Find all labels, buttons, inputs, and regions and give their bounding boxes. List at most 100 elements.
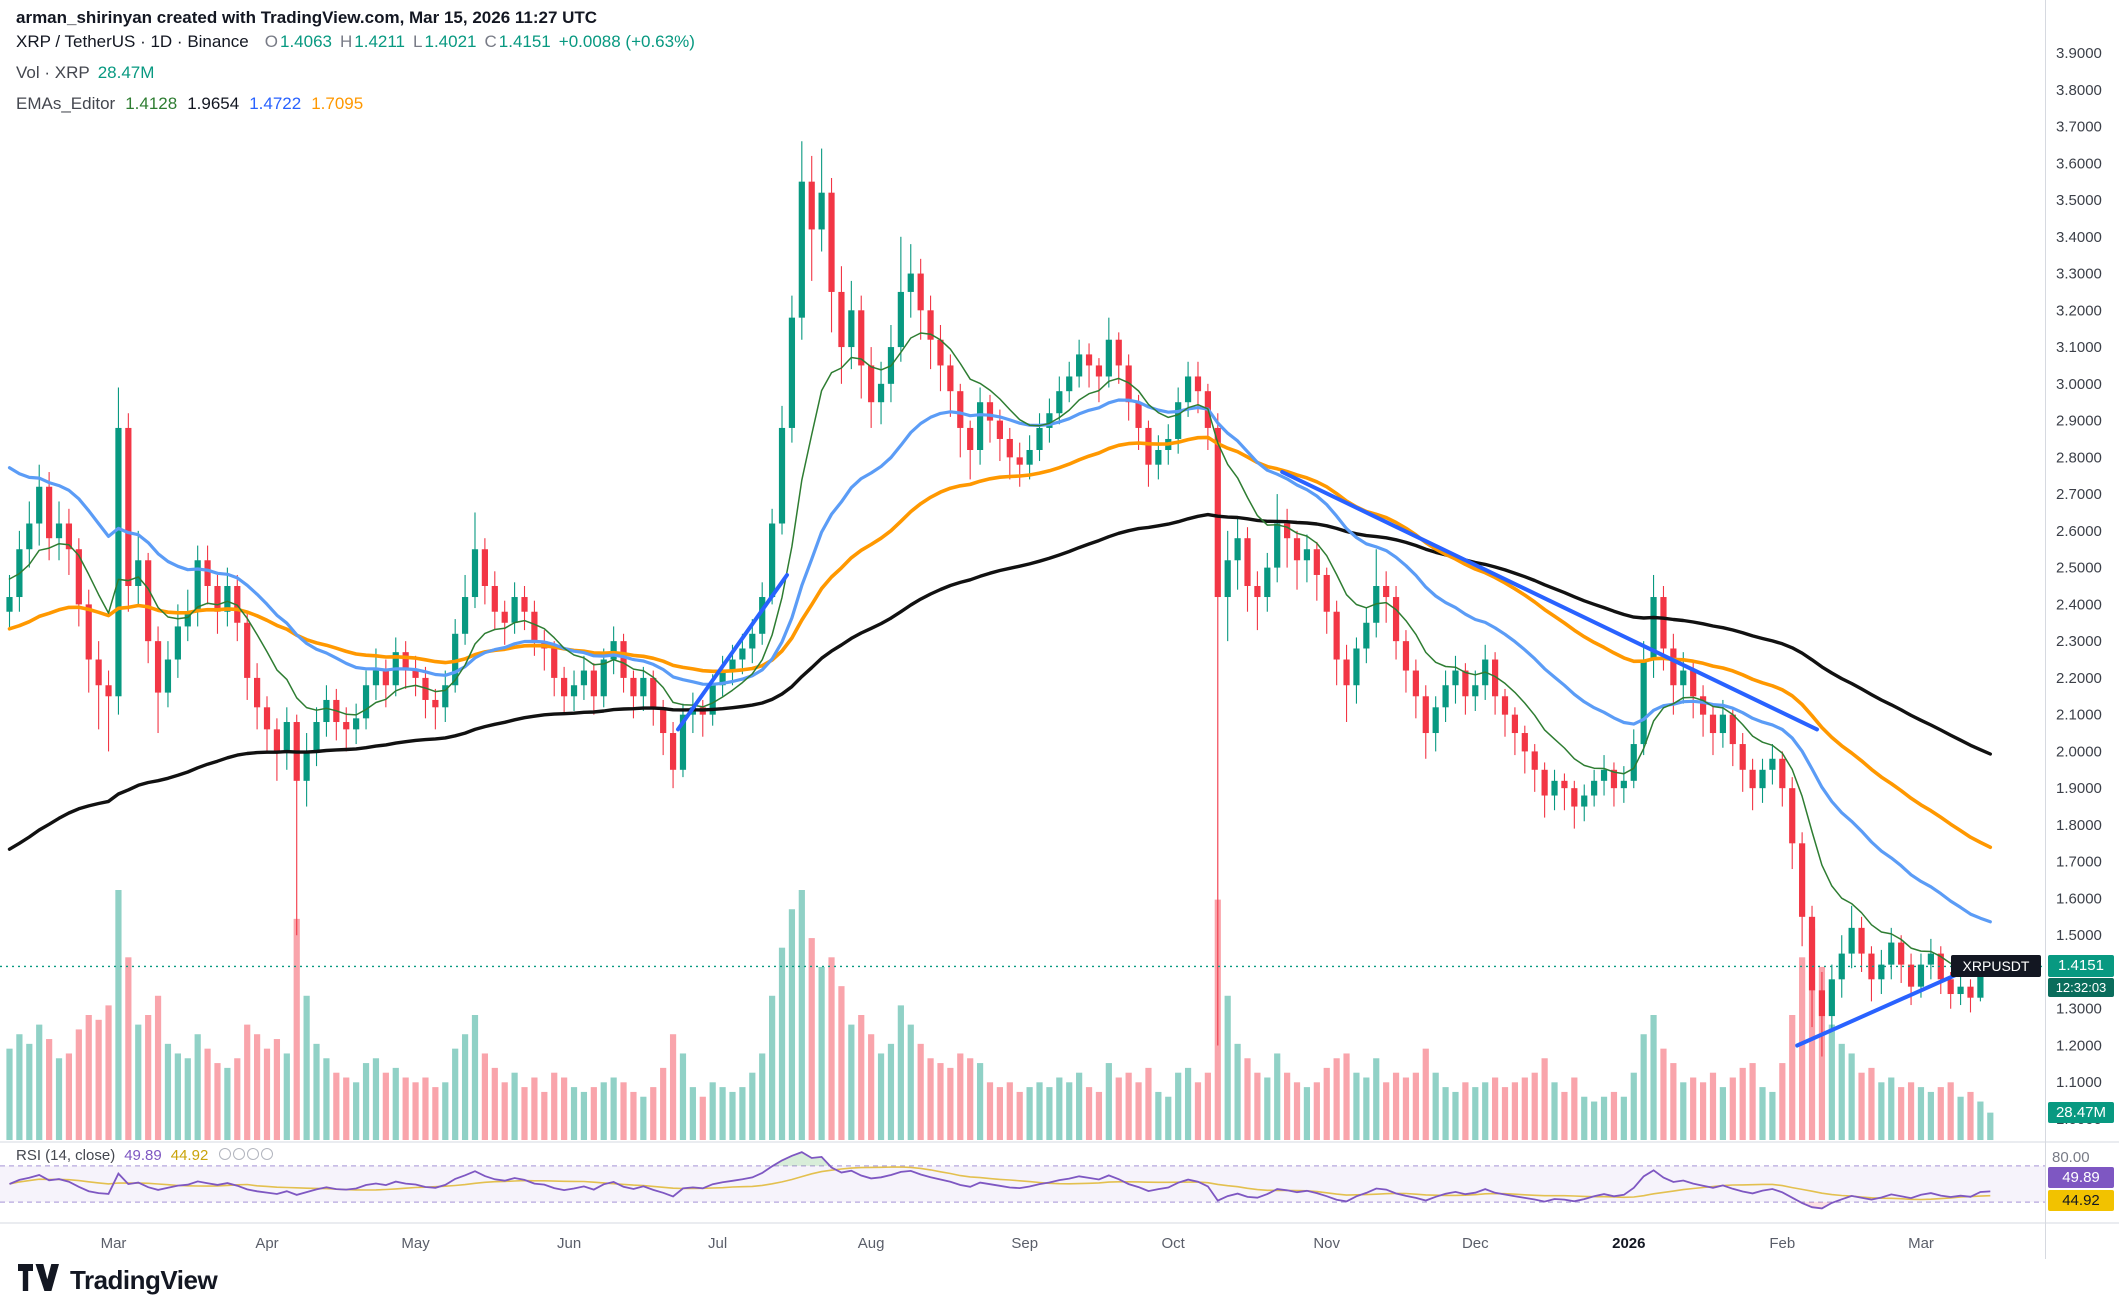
volume-bar [1353,1072,1360,1140]
candle-body [877,383,885,403]
candle-body [353,718,360,730]
volume-bar [1175,1072,1182,1140]
candle-body [1868,953,1875,980]
volume-bar [501,1082,508,1140]
candle-body [630,677,637,697]
candle-body [234,586,241,623]
x-axis-label: Mar [1908,1235,1934,1252]
candle-body [442,685,449,708]
candle-body [36,486,43,524]
candle-body [125,427,132,586]
volume-bar [521,1087,528,1140]
candle-body [1224,560,1231,598]
candle-body [679,714,687,770]
y-axis-label: 2.6000 [2056,523,2102,540]
volume-bar [402,1077,409,1140]
ohlc-high: H 1.4211 [340,32,406,51]
volume-bar [1967,1091,1974,1140]
candle-body [1759,769,1766,789]
volume-bar [1898,1087,1905,1140]
volume-bar [293,918,300,1140]
x-axis-label: 2026 [1612,1235,1645,1252]
candle-body [590,670,597,697]
candle-body [1125,365,1132,403]
volume-bar [1323,1067,1330,1140]
candle-body [967,427,974,450]
tradingview-logo-icon [18,1264,60,1296]
rsi-band [0,1165,2045,1203]
volume-bar [422,1077,429,1140]
volume-bar [85,1015,92,1140]
volume-axis-badge: 28.47M [2048,1102,2114,1123]
volume-bar [1254,1072,1261,1140]
ohlc-low: L 1.4021 [413,32,477,51]
volume-bar [1155,1091,1162,1140]
volume-bar [333,1072,340,1140]
y-axis-label: 2.4000 [2056,596,2102,613]
volume-bar [184,1058,191,1140]
volume-bar [541,1091,548,1140]
volume-bar [1789,1015,1796,1140]
candle-body [1888,942,1895,965]
volume-bar [1600,1096,1608,1140]
volume-bar [125,957,132,1140]
candle-body [135,560,142,586]
candle-body [1353,648,1360,686]
volume-bar [1561,1091,1568,1140]
y-axis-label: 1.3000 [2056,1001,2102,1018]
volume-bar [362,1063,370,1140]
ema-20-line [8,332,1992,974]
x-axis-label: Dec [1462,1235,1489,1252]
volume-bar [1640,1034,1647,1140]
tradingview-brand[interactable]: TradingView [18,1264,218,1296]
rsi-ma-axis-badge: 44.92 [2048,1190,2114,1211]
volume-bar [1719,1087,1726,1140]
volume-bar [1591,1101,1598,1140]
x-axis-label: May [401,1235,430,1252]
candle-body [838,291,845,348]
rsi-ma-value: 44.92 [170,1147,209,1164]
x-axis-label: Nov [1313,1235,1340,1252]
volume-bar [1293,1082,1301,1140]
volume-bar [917,1043,924,1140]
y-axis-label: 2.0000 [2056,743,2102,760]
volume-bar [164,1043,172,1140]
candle-body [1422,696,1429,734]
volume-bar [1066,1082,1073,1140]
candle-body [1462,670,1469,697]
volume-bar [461,1034,469,1140]
volume-bar [1095,1091,1103,1140]
price-change: +0.0088 (+0.63%) [558,32,695,51]
y-axis-label: 1.1000 [2056,1074,2102,1091]
candle-body [1828,979,1835,1017]
candle-body [382,670,389,686]
candle-body [1848,927,1855,954]
candle-body [1442,685,1449,708]
volume-bar [105,1005,112,1140]
volume-bar [669,1034,677,1140]
candle-body [996,420,1003,439]
candle-body [75,549,82,605]
volume-bar [947,1067,954,1140]
volume-bar [868,1034,875,1140]
candle-body [501,611,508,623]
volume-bar [1759,1087,1766,1140]
volume-bar [778,947,786,1140]
volume-bar [660,1067,667,1140]
candle-body [808,181,815,230]
volume-bar [412,1082,419,1140]
volume-bar [1858,1072,1865,1140]
volume-bar [1303,1087,1311,1140]
volume-bar [273,1039,281,1140]
candle-body [1036,427,1043,450]
candle-body [372,670,380,686]
candle-body [580,670,588,686]
candle-body [1799,843,1806,917]
volume-bar [709,1082,716,1140]
candle-body [402,652,409,671]
volume-bar [154,995,162,1140]
volume-bar [679,1053,687,1140]
volume-bar [1412,1072,1419,1140]
candle-body [1977,969,1984,998]
